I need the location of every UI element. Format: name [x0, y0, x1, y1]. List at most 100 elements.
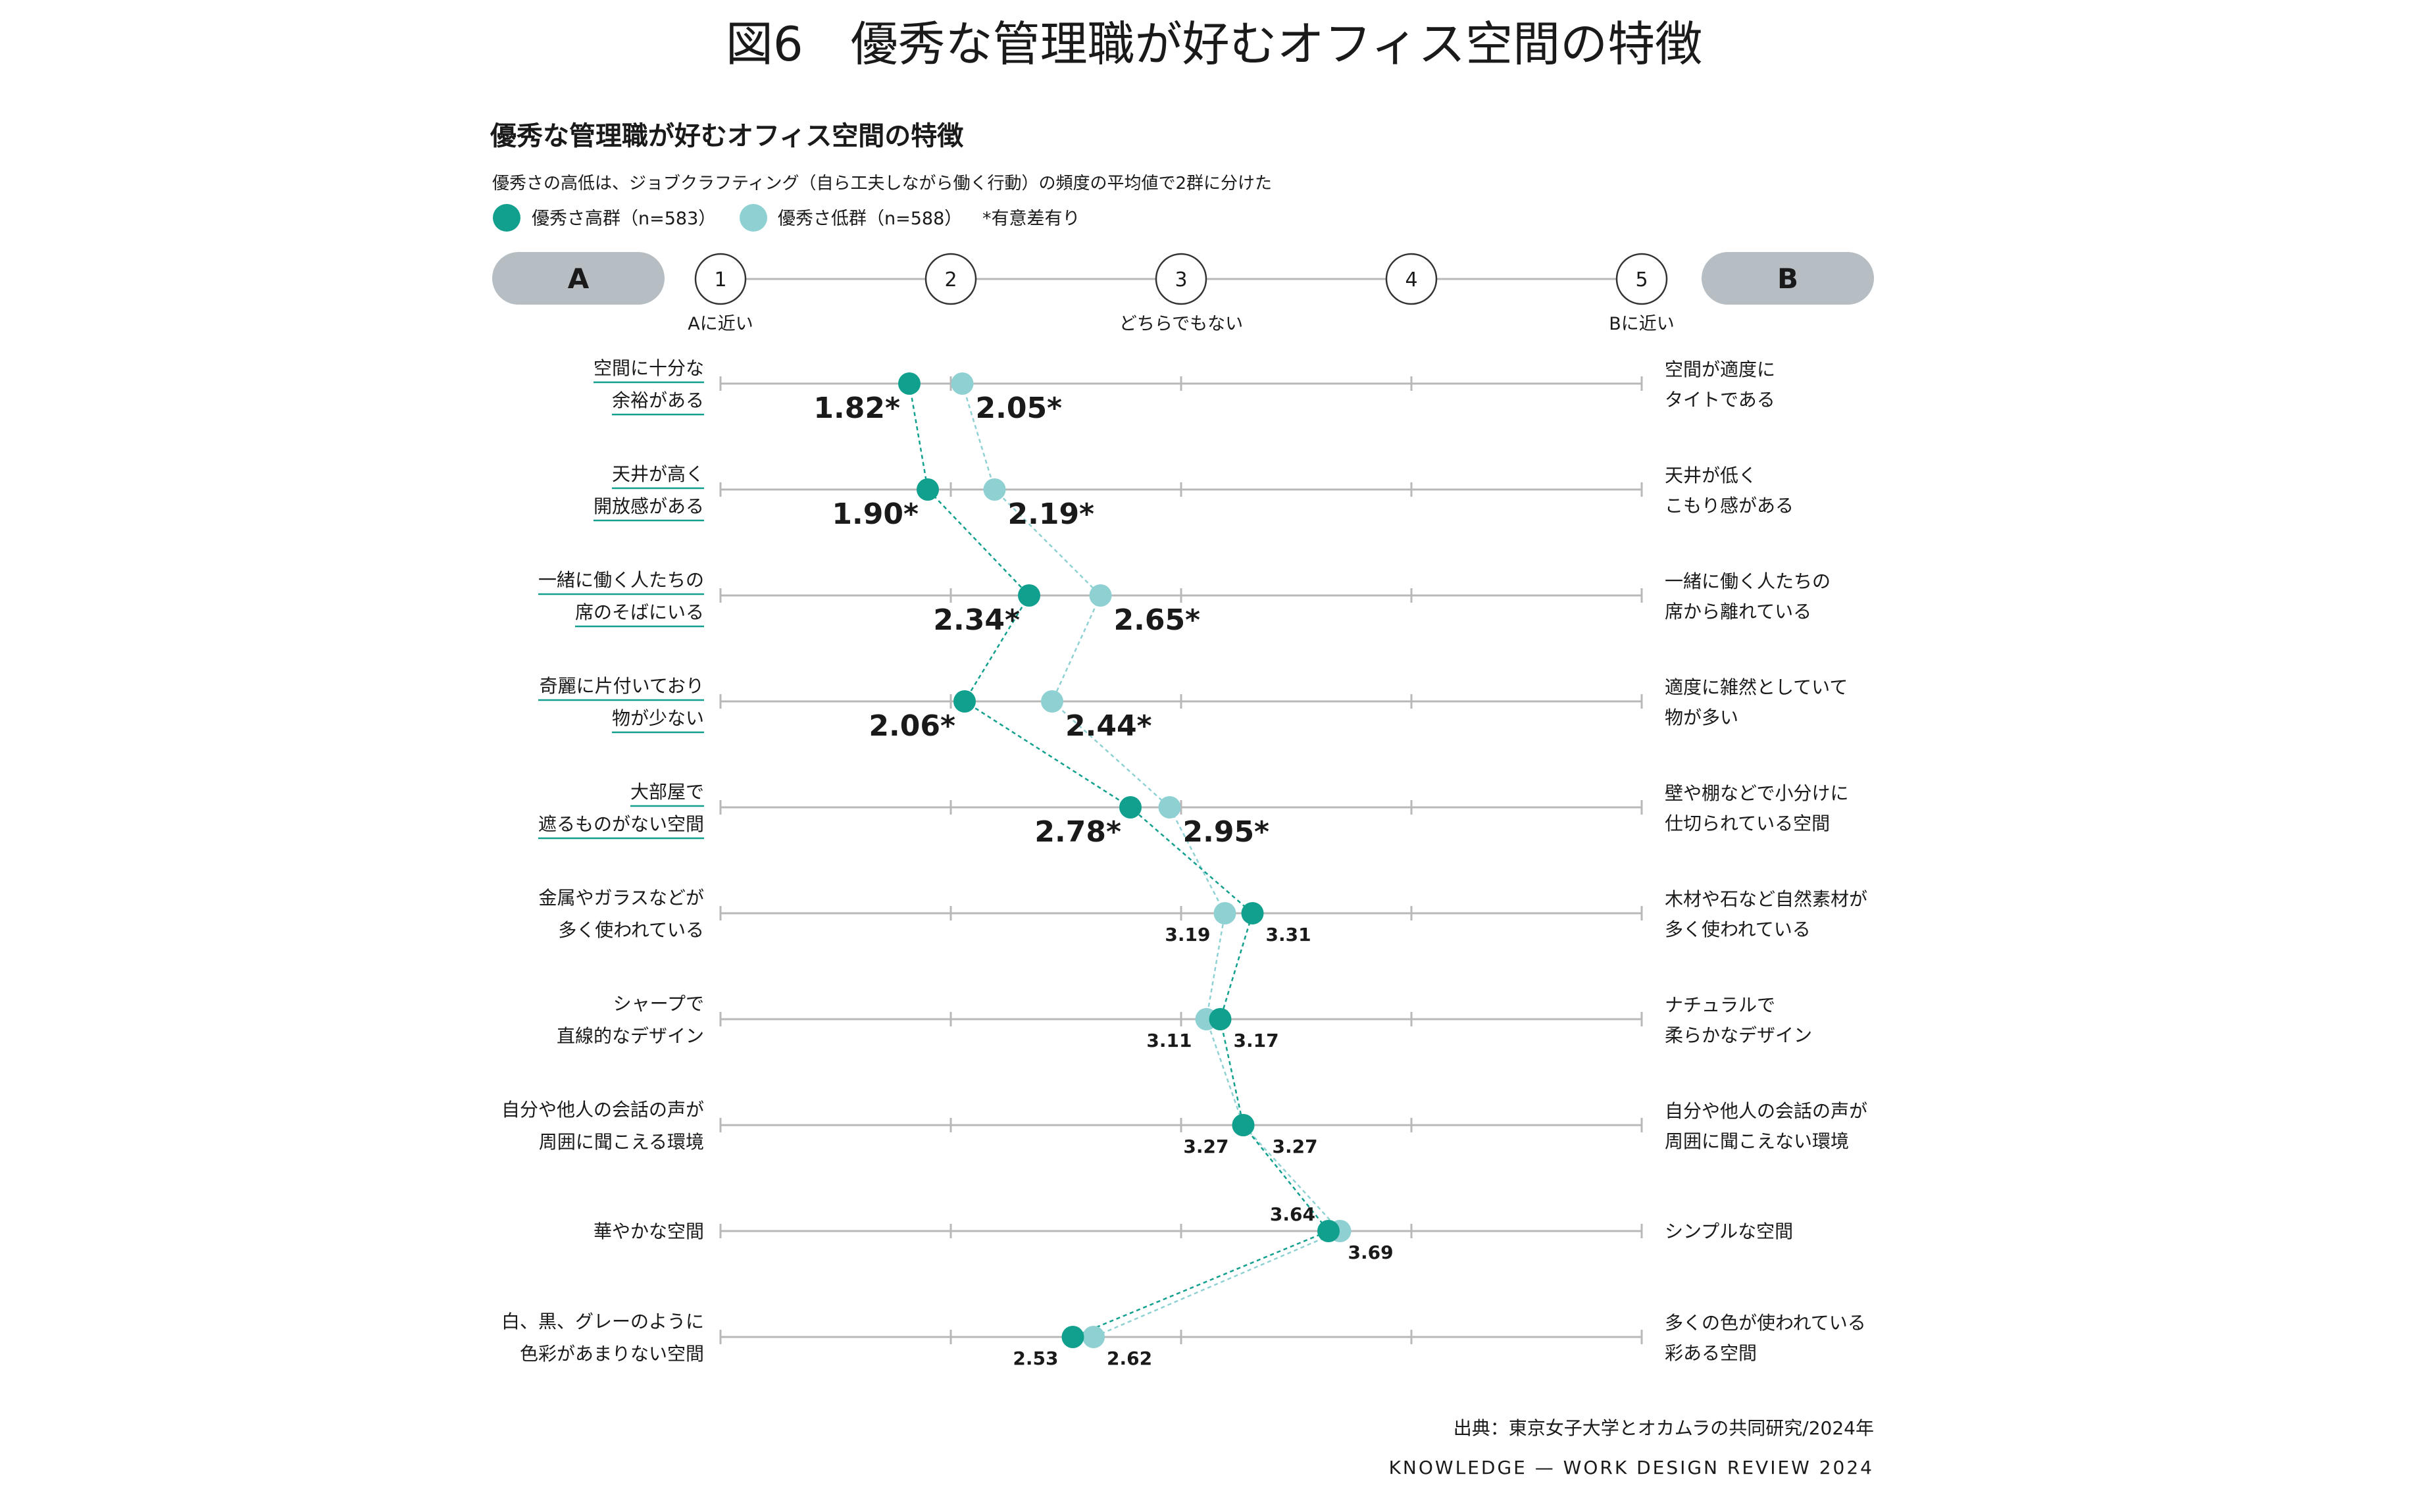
- high-value-label: 3.27: [1183, 1136, 1228, 1157]
- pole-b-label: B: [1777, 263, 1798, 295]
- high-value-label: 1.90*: [832, 497, 919, 531]
- item-label-a: 華やかな空間: [594, 1221, 704, 1242]
- scale-tick-circle: [924, 253, 977, 305]
- high-series-point: [953, 690, 976, 713]
- item-label-a: 多く使われている: [558, 919, 704, 941]
- low-series-line: [961, 383, 1342, 1338]
- scale-tick-label: 5: [1635, 268, 1648, 291]
- high-series-point: [1209, 1008, 1232, 1030]
- item-label-b: 多く使われている: [1665, 919, 1811, 940]
- item-label-b: こもり感がある: [1665, 495, 1794, 517]
- scale-tick-label: 2: [944, 268, 957, 291]
- item-label-a: 空間に十分な: [594, 357, 704, 379]
- high-value-label: 2.53: [1013, 1348, 1058, 1369]
- pole-a-label: A: [568, 263, 590, 295]
- item-label-a: 一緒に働く人たちの: [538, 569, 704, 591]
- item-label-a: 余裕がある: [612, 390, 704, 411]
- high-value-label: 1.82*: [813, 391, 900, 425]
- high-series-point: [1232, 1114, 1255, 1136]
- legend-marker-high: [493, 204, 520, 232]
- low-series-point: [951, 372, 974, 395]
- low-series-point: [1213, 902, 1236, 924]
- scale-caption: どちらでもない: [1119, 314, 1243, 334]
- scale-tick-label: 3: [1175, 268, 1187, 291]
- low-value-label: 2.19*: [1008, 497, 1095, 531]
- item-label-a: 物が少ない: [612, 707, 704, 729]
- low-value-label: 3.11: [1146, 1030, 1192, 1051]
- legend: 優秀さ高群（n=583） 優秀さ低群（n=588） *有意差有り: [493, 204, 1080, 232]
- high-value-label: 3.17: [1234, 1030, 1279, 1051]
- item-label-a: 天井が高く: [612, 463, 704, 485]
- high-value-label: 3.64: [1270, 1203, 1315, 1225]
- high-value-label: 3.31: [1266, 924, 1311, 945]
- legend-label-low: 優秀さ低群（n=588）: [778, 209, 962, 229]
- item-label-a: 色彩があまりない空間: [520, 1343, 704, 1365]
- item-label-b: タイトである: [1665, 389, 1775, 411]
- high-series-line: [908, 383, 1330, 1338]
- item-label-a: 遮るものがない空間: [538, 813, 704, 835]
- low-series-point: [1082, 1326, 1105, 1348]
- item-label-a: 金属やガラスなどが: [539, 887, 704, 909]
- item-label-b: 自分や他人の会話の声が: [1665, 1100, 1867, 1122]
- item-label-a: 直線的なデザイン: [557, 1025, 704, 1047]
- item-label-a: 奇麗に片付いており: [540, 675, 704, 697]
- figure-title: 図6 優秀な管理職が好むオフィス空間の特徴: [726, 16, 1702, 72]
- high-series-point: [1241, 902, 1264, 924]
- low-series-point: [1089, 584, 1112, 607]
- low-value-label: 2.65*: [1114, 603, 1201, 637]
- item-label-b: 壁や棚などで小分けに: [1665, 782, 1848, 804]
- item-label-a: 開放感がある: [594, 495, 704, 517]
- item-label-a: 周囲に聞こえる環境: [539, 1131, 704, 1153]
- low-value-label: 3.19: [1165, 924, 1210, 945]
- credit-line: KNOWLEDGE — WORK DESIGN REVIEW 2024: [1389, 1457, 1874, 1478]
- item-label-b: 適度に雑然としていて: [1665, 676, 1848, 698]
- scale-caption: Aに近い: [688, 314, 753, 334]
- item-label-b: 空間が適度に: [1665, 359, 1775, 380]
- high-value-label: 2.34*: [933, 603, 1020, 637]
- high-series-point: [917, 478, 939, 501]
- item-label-b: 天井が低く: [1665, 465, 1757, 486]
- high-series-point: [1061, 1326, 1084, 1348]
- scale-tick-label: 1: [714, 268, 726, 291]
- scale-tick-circle: [1155, 253, 1207, 305]
- item-label-b: 多くの色が使われている: [1665, 1312, 1866, 1334]
- high-series-point: [1018, 584, 1040, 607]
- low-value-label: 2.95*: [1183, 815, 1270, 849]
- chart-subtitle: 優秀さの高低は、ジョブクラフティング（自ら工夫しながら働く行動）の頻度の平均値で…: [492, 174, 1272, 193]
- high-value-label: 2.06*: [869, 709, 955, 743]
- legend-marker-low: [740, 204, 767, 232]
- item-label-b: 彩ある空間: [1665, 1342, 1757, 1364]
- item-label-a: 大部屋で: [630, 781, 704, 803]
- low-value-label: 2.05*: [976, 391, 1063, 425]
- scale-tick-circle: [694, 253, 747, 305]
- pole-a-pill: [492, 252, 665, 305]
- item-label-b: 柔らかなデザイン: [1665, 1024, 1812, 1046]
- item-label-b: ナチュラルで: [1665, 994, 1775, 1016]
- low-series-point: [1041, 690, 1063, 713]
- item-label-a: シャープで: [613, 993, 704, 1015]
- low-value-label: 2.62: [1107, 1348, 1152, 1369]
- high-series-point: [898, 372, 921, 395]
- scale-header: A B 1 2 3 4 5 Aに近い どちらでもない Bに近い: [492, 252, 1874, 334]
- scale-tick-label: 4: [1405, 268, 1417, 291]
- item-label-a: 自分や他人の会話の声が: [501, 1099, 704, 1121]
- scale-caption: Bに近い: [1609, 314, 1675, 334]
- pole-b-pill: [1702, 252, 1874, 305]
- item-label-b: 仕切られている空間: [1665, 813, 1830, 834]
- high-series-point: [1317, 1220, 1340, 1242]
- scale-tick-circle: [1385, 253, 1438, 305]
- significance-note: *有意差有り: [982, 209, 1080, 229]
- high-value-label: 2.78*: [1034, 815, 1121, 849]
- scale-tick-circle: [1615, 253, 1668, 305]
- item-label-b: 周囲に聞こえない環境: [1665, 1130, 1849, 1152]
- low-value-label: 3.27: [1273, 1136, 1318, 1157]
- low-value-label: 2.44*: [1065, 709, 1152, 743]
- low-series-point: [1158, 796, 1181, 819]
- chart-title: 優秀な管理職が好むオフィス空間の特徴: [490, 121, 964, 151]
- item-label-b: 木材や石など自然素材が: [1665, 888, 1867, 910]
- item-label-b: 席から離れている: [1665, 601, 1811, 622]
- item-label-a: 白、黒、グレーのように: [501, 1311, 704, 1332]
- low-value-label: 3.69: [1348, 1242, 1394, 1263]
